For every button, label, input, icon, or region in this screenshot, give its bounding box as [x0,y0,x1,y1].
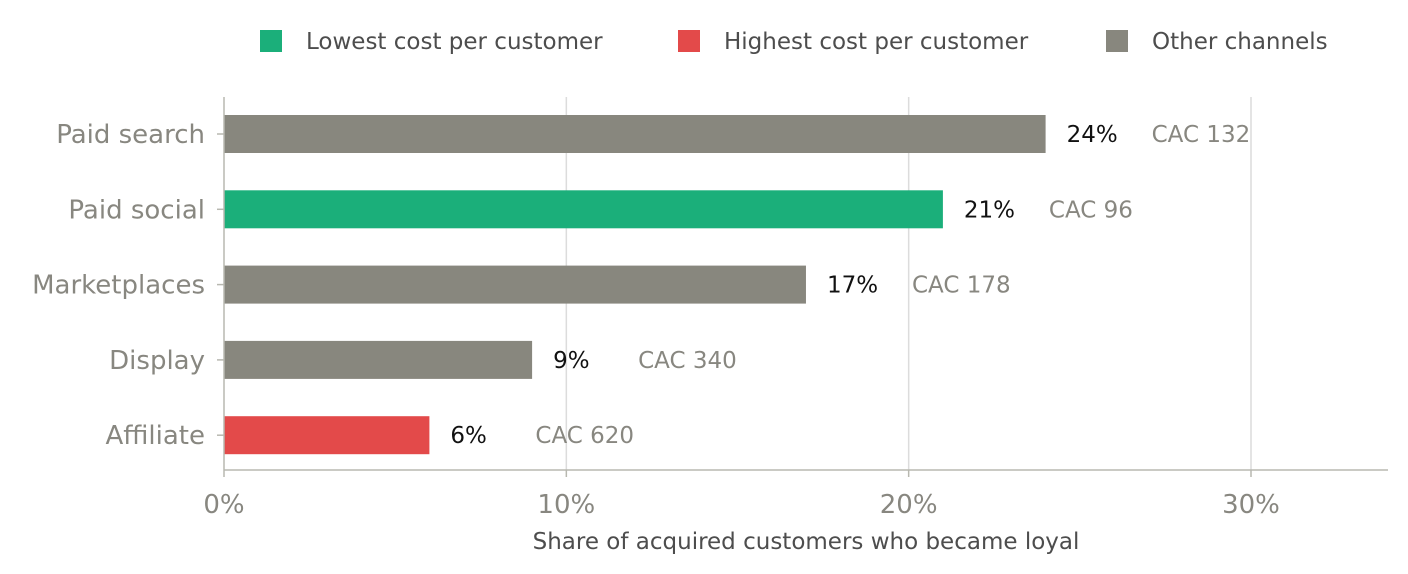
x-axis-title: Share of acquired customers who became l… [533,529,1080,555]
axes: 0% 10% 20% 30% [203,97,1388,520]
value-label: 6% [450,423,487,449]
bar [224,340,533,379]
legend-swatch-highest [678,30,700,52]
category-label: Marketplaces [32,271,205,301]
bar [224,115,1046,153]
category-label: Paid search [56,120,205,150]
legend-label-other: Other channels [1152,29,1328,55]
value-label: 24% [1067,122,1118,148]
x-tick-label: 0% [203,490,244,520]
bar [224,416,430,455]
cac-label: CAC 620 [535,423,634,449]
bar [224,190,943,229]
category-label: Display [109,346,205,376]
value-label: 17% [827,273,878,299]
value-label: 9% [553,348,590,374]
legend: Lowest cost per customer Highest cost per… [260,29,1328,55]
legend-label-highest: Highest cost per customer [724,29,1029,55]
legend-swatch-other [1106,30,1128,52]
cac-label: CAC 96 [1049,197,1133,223]
category-label: Paid social [68,195,205,225]
category-label: Affiliate [106,421,206,451]
cac-label: CAC 132 [1152,122,1251,148]
x-tick-label: 20% [880,490,938,520]
bar [224,265,806,304]
cac-label: CAC 340 [638,348,737,374]
legend-label-lowest: Lowest cost per customer [306,29,603,55]
x-tick-label: 10% [537,490,595,520]
legend-swatch-lowest [260,30,282,52]
x-tick-label: 30% [1222,490,1280,520]
value-label: 21% [964,197,1015,223]
bars [224,115,1046,455]
cac-label: CAC 178 [912,273,1011,299]
labels: Paid search 24% CAC 132 Paid social 21% CAC 9… [32,120,1250,451]
